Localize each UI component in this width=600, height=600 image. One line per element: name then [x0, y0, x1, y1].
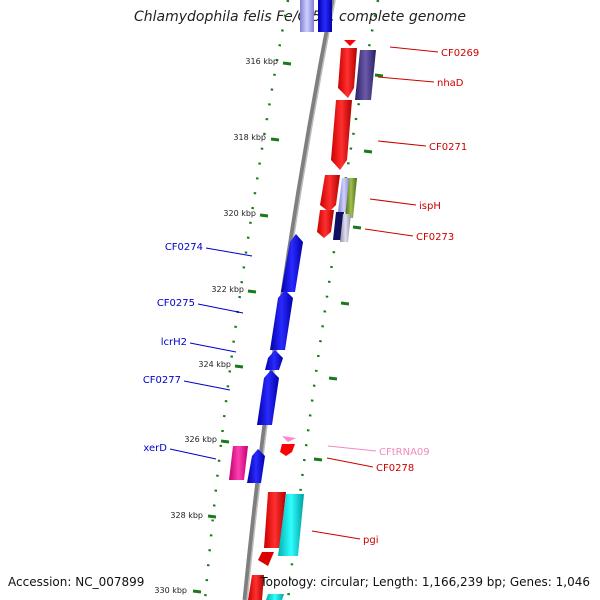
- gene-cf0274[interactable]: [281, 234, 303, 292]
- gene-cf0271[interactable]: [331, 100, 352, 170]
- gene-label-cf0275[interactable]: CF0275: [157, 298, 195, 309]
- gene-label-cf0274[interactable]: CF0274: [165, 242, 203, 253]
- gene-lcrh2[interactable]: [265, 350, 283, 370]
- tick-label: 320 kbp: [223, 209, 256, 218]
- gene-label-cf0269[interactable]: CF0269: [441, 48, 479, 59]
- gene-cf0272[interactable]: [320, 175, 340, 212]
- major-tick: [192, 589, 202, 594]
- gene-cftrna09[interactable]: [282, 436, 296, 442]
- leader-line: [327, 445, 377, 452]
- tick-label: 322 kbp: [211, 285, 244, 294]
- major-tick: [234, 364, 244, 369]
- gene-partial-top-2[interactable]: [318, 0, 332, 32]
- gene-cf0277[interactable]: [257, 370, 279, 425]
- leader-line: [377, 76, 435, 83]
- gene-cf0278[interactable]: [280, 444, 295, 456]
- major-tick: [374, 73, 384, 78]
- gene-bottom-red[interactable]: [248, 575, 264, 600]
- gene-pgi[interactable]: [278, 494, 304, 556]
- gene-label-isph[interactable]: ispH: [419, 201, 441, 212]
- gene-bottom-cyan[interactable]: [266, 594, 284, 600]
- major-tick: [247, 289, 257, 294]
- accession-label: Accession: NC_007899: [8, 575, 145, 589]
- gene-grey-1[interactable]: [340, 214, 351, 242]
- major-tick: [313, 457, 323, 462]
- leader-line: [197, 303, 244, 314]
- tick-label: 318 kbp: [233, 133, 266, 142]
- major-tick: [340, 301, 350, 306]
- gene-cf0279[interactable]: [264, 492, 286, 548]
- leader-line: [326, 457, 374, 468]
- gene-xerd[interactable]: [229, 446, 248, 480]
- major-tick: [282, 61, 292, 66]
- gene-label-cf0278[interactable]: CF0278: [376, 463, 414, 474]
- gene-label-nhad[interactable]: nhaD: [437, 78, 464, 89]
- gene-label-pgi[interactable]: pgi: [363, 535, 378, 546]
- gene-cf0275[interactable]: [270, 290, 293, 350]
- gene-cf0273[interactable]: [317, 210, 334, 238]
- gene-isph[interactable]: [345, 178, 357, 218]
- leader-line: [369, 198, 417, 206]
- tick-label: 326 kbp: [184, 435, 217, 444]
- leader-line: [389, 46, 439, 53]
- gene-blue-xerd[interactable]: [247, 449, 265, 483]
- leader-line: [189, 342, 237, 353]
- gene-nhad[interactable]: [355, 50, 376, 100]
- major-tick: [270, 137, 280, 142]
- gene-cf0279-tip[interactable]: [258, 552, 274, 566]
- tick-label: 316 kbp: [245, 57, 278, 66]
- gene-label-cftrna09[interactable]: CFtRNA09: [379, 447, 430, 458]
- gene-label-lcrh2[interactable]: lcrH2: [161, 337, 187, 348]
- gene-partial-top-1[interactable]: [300, 0, 314, 32]
- tick-label: 330 kbp: [154, 586, 187, 595]
- leader-line: [311, 530, 361, 540]
- major-tick: [328, 376, 338, 381]
- gene-label-cf0273[interactable]: CF0273: [416, 232, 454, 243]
- leader-line: [205, 247, 253, 257]
- major-tick: [207, 514, 217, 519]
- gene-label-xerd[interactable]: xerD: [143, 443, 167, 454]
- tick-label: 324 kbp: [198, 360, 231, 369]
- major-tick: [259, 213, 269, 218]
- gene-label-cf0277[interactable]: CF0277: [143, 375, 181, 386]
- tick-label: 328 kbp: [170, 511, 203, 520]
- genome-stats: Topology: circular; Length: 1,166,239 bp…: [260, 575, 590, 589]
- leader-line: [377, 140, 427, 147]
- leader-line: [169, 448, 217, 460]
- gene-cf0269-body[interactable]: [338, 48, 357, 98]
- leader-line: [183, 380, 231, 391]
- major-tick: [363, 149, 373, 154]
- major-tick: [220, 439, 230, 444]
- gene-label-cf0271[interactable]: CF0271: [429, 142, 467, 153]
- gene-cf0269[interactable]: [344, 40, 356, 46]
- leader-line: [364, 228, 414, 237]
- major-tick: [352, 225, 362, 230]
